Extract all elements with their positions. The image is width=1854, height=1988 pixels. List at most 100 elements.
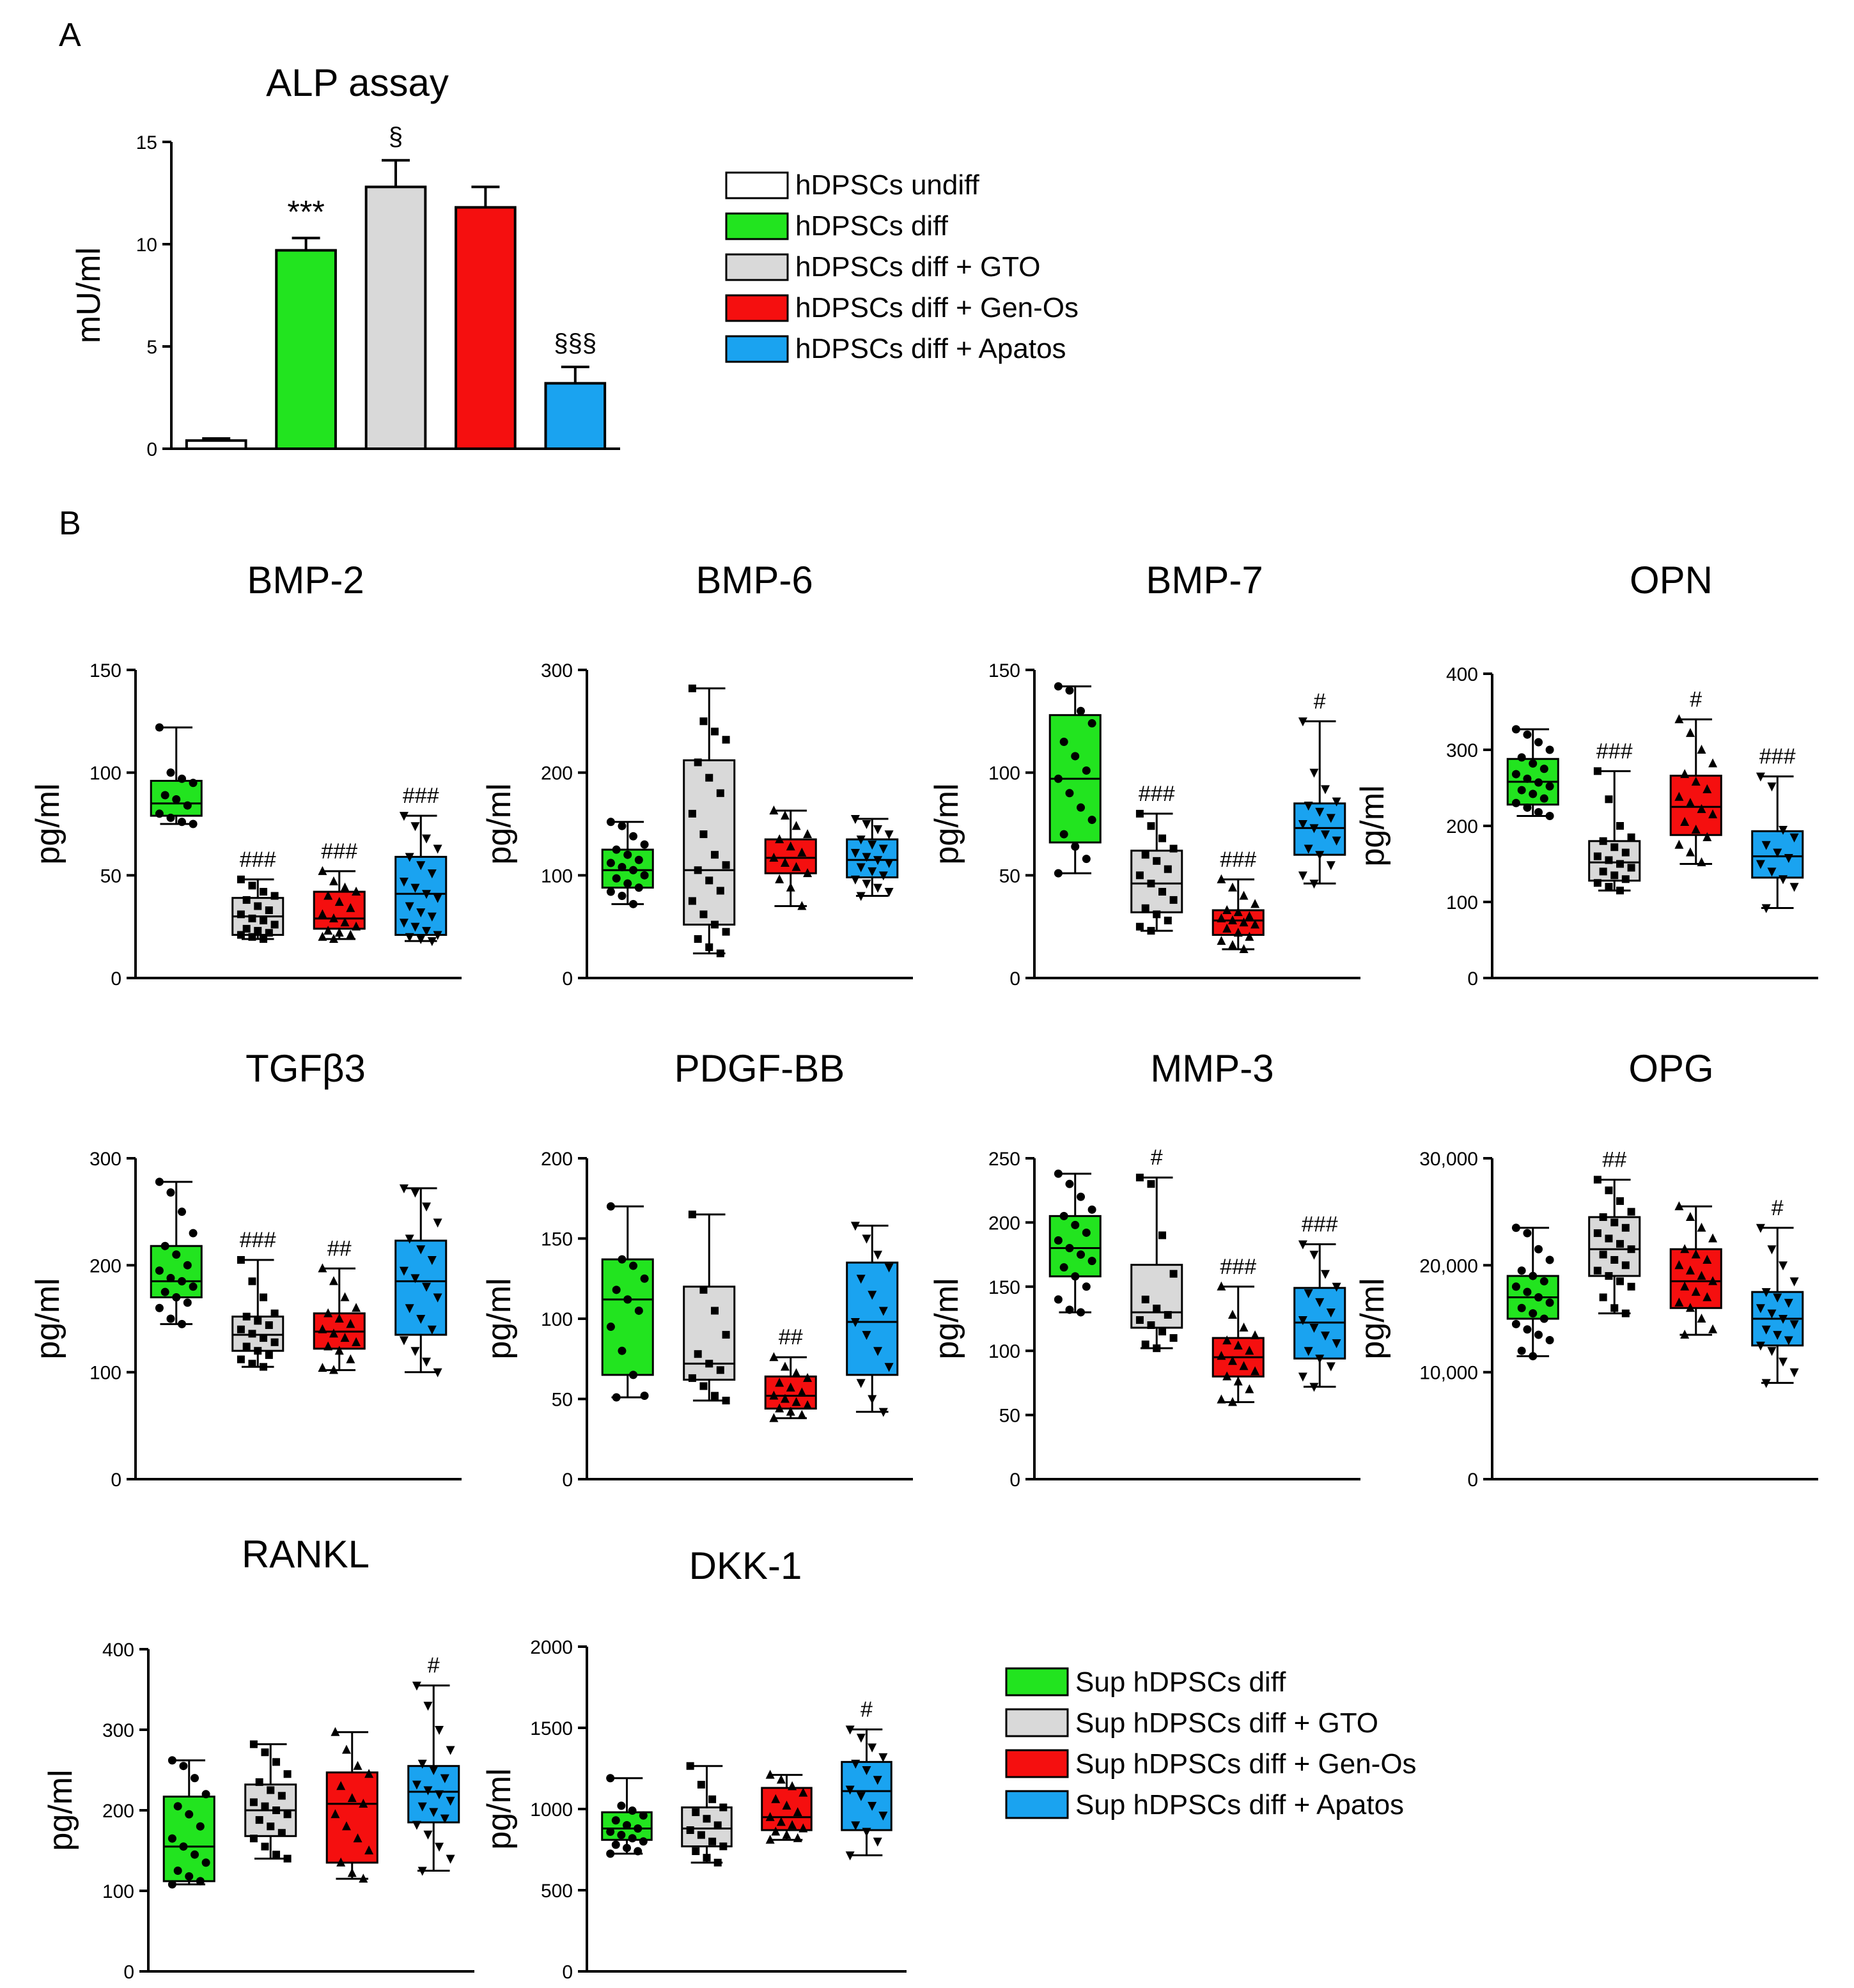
data-point [255,1816,263,1824]
data-point [688,1210,696,1218]
data-point [775,1403,784,1413]
data-point [1077,1308,1086,1317]
data-point [166,1273,175,1282]
data-point [845,1851,855,1861]
data-point [340,882,350,892]
data-point [272,1851,281,1859]
legend-label: hDPSCs diff + GTO [795,251,1041,283]
data-point [1158,888,1167,896]
data-point [1767,1245,1777,1255]
data-point [1298,1316,1307,1326]
data-point [1599,867,1607,876]
data-point [884,888,894,897]
data-point [1071,842,1080,851]
y-tick-label: 15 [136,132,157,153]
data-point [405,1304,414,1314]
chart-title: OPN [1630,559,1713,602]
data-point [618,862,627,871]
data-point [353,1760,362,1770]
data-point [260,1293,268,1301]
data-point [1523,1325,1532,1334]
data-point [634,1847,643,1856]
data-point [1141,904,1149,912]
y-tick-label: 0 [111,968,121,990]
data-point [178,1208,187,1216]
y-tick-label: 0 [111,1470,121,1491]
data-point [433,1293,442,1303]
data-point [1077,803,1086,812]
data-point [427,1325,437,1335]
data-point [629,1371,638,1379]
data-point [1708,758,1718,768]
data-point [612,1393,621,1402]
data-point [862,820,871,829]
legend-swatch [725,253,789,281]
data-point [1616,1197,1624,1205]
data-point [1326,1362,1336,1372]
data-point [786,841,795,851]
data-point [639,1837,648,1846]
data-point [1773,1293,1782,1303]
data-point [1610,871,1619,880]
significance-label: # [861,1698,873,1722]
data-point [708,1837,717,1845]
data-point [1605,856,1613,864]
data-point [722,1397,730,1405]
data-point [318,1324,327,1333]
data-point [1761,1288,1771,1298]
data-point [1702,784,1712,793]
data-point [347,1868,357,1877]
data-point [1517,786,1526,795]
data-point [1321,785,1330,795]
data-point [1153,1344,1161,1353]
chart-title: BMP-6 [696,559,813,602]
data-point [1245,911,1254,920]
data-point [183,1261,192,1270]
y-axis-label: pg/ml [1354,785,1391,866]
data-point [868,1291,877,1300]
y-axis-label: pg/ml [481,783,518,864]
legend-label: hDPSCs undiff [795,169,980,201]
data-point [791,821,801,830]
y-tick-label: 0 [1009,968,1020,990]
data-point [1511,1223,1520,1232]
data-point [1239,917,1249,927]
data-point [1599,1250,1607,1259]
chart-title: ALP assay [266,61,449,104]
significance-label: ### [240,848,276,872]
data-point [850,814,860,824]
chart-title: BMP-7 [1146,559,1263,602]
data-point [629,899,638,908]
data-point [329,1328,338,1338]
data-point [340,917,350,927]
legend-label: Sup hDPSCs diff + GTO [1075,1707,1378,1739]
data-point [765,1812,775,1821]
data-point [769,1413,779,1422]
data-point [705,943,713,951]
data-point [1065,1179,1074,1188]
chart-title: OPG [1628,1047,1713,1090]
data-point [166,1314,175,1323]
data-point [776,1774,786,1784]
data-point [1784,1336,1793,1346]
data-point [433,894,442,903]
data-point [352,887,361,896]
data-point [1054,1169,1063,1178]
y-axis-label: pg/ml [29,1278,66,1359]
data-point [412,1780,421,1790]
data-point [323,890,333,900]
data-point [248,1330,256,1338]
y-tick-label: 100 [90,1363,121,1384]
data-point [868,1395,877,1404]
data-point [1222,1371,1232,1381]
data-point [793,1833,802,1842]
data-point [1250,899,1260,908]
data-point [1217,874,1226,883]
data-point [878,1812,888,1821]
data-point [364,1769,374,1778]
data-point [1071,1220,1080,1229]
significance-label: ### [1220,1255,1256,1279]
data-point [399,1184,409,1193]
data-point [416,861,426,871]
